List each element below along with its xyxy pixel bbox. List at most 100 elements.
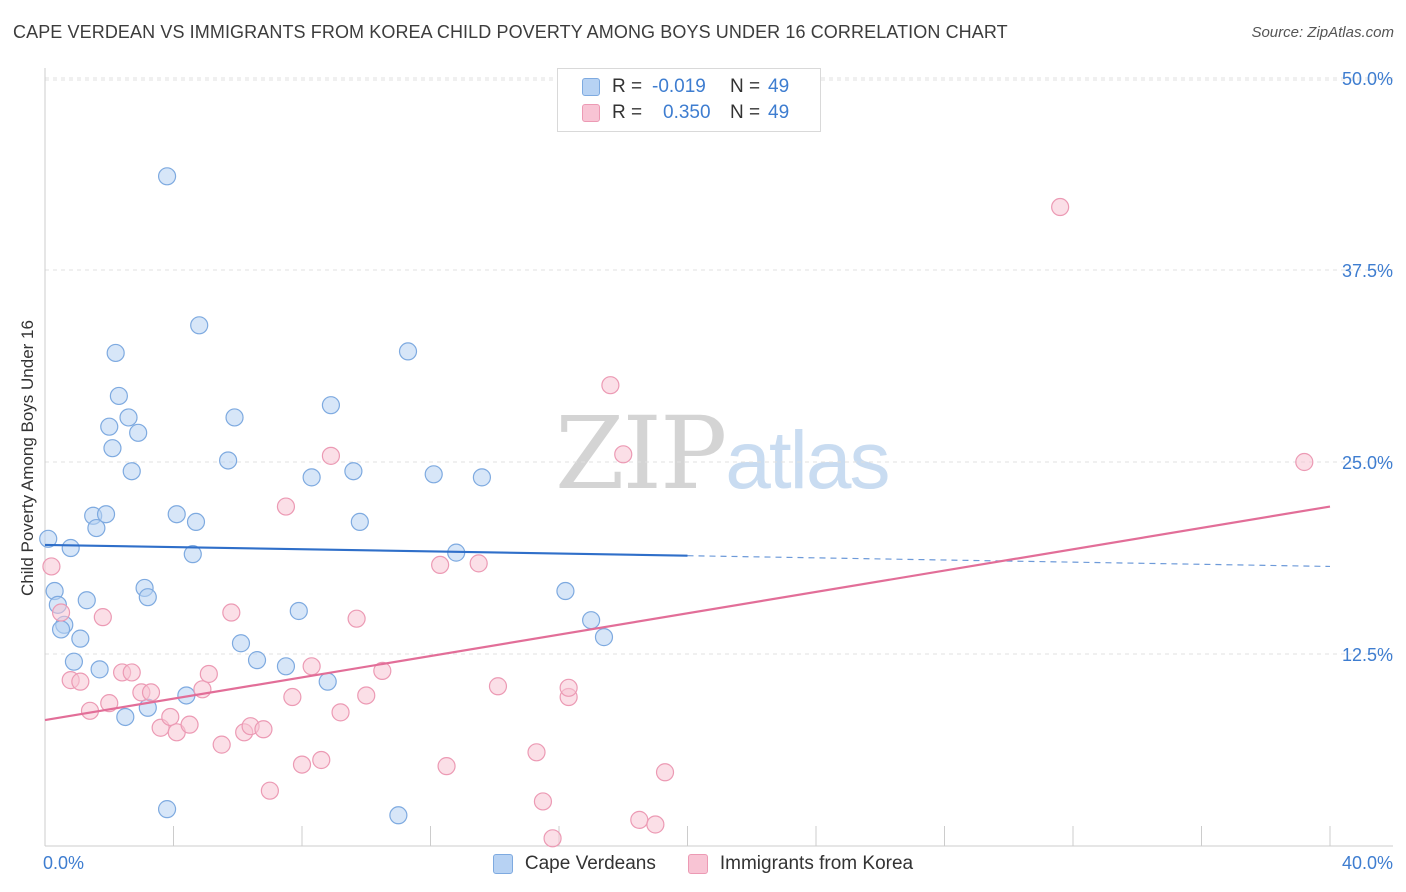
cape-verdeans-point [183, 545, 202, 564]
cape-verdeans-point [106, 343, 125, 363]
legend-label: Cape Verdeans [524, 853, 656, 874]
immigrants-from-korea-point [199, 664, 218, 684]
immigrants-from-korea-point [373, 661, 392, 680]
immigrants-from-korea-point [51, 603, 71, 622]
immigrants-from-korea-point [161, 707, 180, 727]
cape-verdeans-point [138, 588, 157, 607]
cape-verdeans-point [344, 462, 363, 481]
legend-swatch-pink [687, 854, 708, 874]
cape-verdeans-point [157, 167, 177, 186]
correlation-legend: R = -0.019 N = 49 R = 0.350 N = 49 [557, 68, 821, 132]
cape-verdeans-point [51, 620, 71, 639]
immigrants-from-korea-point [614, 445, 633, 464]
cape-verdeans-point [167, 505, 186, 524]
legend-row-cape-verdeans: R = -0.019 N = 49 [582, 75, 789, 99]
cape-verdeans-point [186, 512, 206, 532]
immigrants-from-korea-point [431, 555, 450, 575]
grid-lines [45, 77, 1393, 655]
cape-verdeans-point [190, 316, 209, 335]
immigrants-from-korea-point [527, 743, 546, 762]
immigrants-from-korea-point [254, 720, 273, 739]
immigrants-from-korea-point [276, 497, 296, 516]
immigrants-from-korea-point [283, 687, 302, 707]
legend-r-value: -0.019 [652, 76, 706, 97]
legend-swatch-pink [582, 104, 600, 122]
chart-title: CAPE VERDEAN VS IMMIGRANTS FROM KOREA CH… [13, 22, 1008, 42]
immigrants-from-korea-point [93, 608, 112, 627]
cape-verdeans-point [389, 806, 408, 825]
cape-verdeans-point [129, 423, 148, 442]
cape-verdeans-point [109, 386, 128, 406]
cape-verdeans-point [71, 629, 90, 648]
immigrants-from-korea-point [321, 446, 341, 465]
series-legend: Cape Verdeans Immigrants from Korea [0, 850, 1406, 878]
cape-verdeans-point [276, 657, 296, 676]
legend-n-label: N = [730, 76, 761, 97]
trend-lines [44, 505, 1331, 722]
cape-verdeans-point [90, 660, 109, 679]
trend-immigrants-from-korea [44, 505, 1331, 722]
immigrants-from-korea-point [533, 792, 553, 811]
legend-item-cape-verdeans: Cape Verdeans [492, 853, 656, 875]
cape-verdeans-point [122, 462, 141, 481]
cape-verdeans-point [39, 529, 58, 548]
axes [44, 68, 1393, 847]
cape-verdeans-point [472, 468, 491, 487]
x-tick-label: 40.0% [1342, 853, 1393, 873]
legend-n-value: 49 [768, 76, 790, 97]
axis-labels: 12.5% 25.0% 37.5% 50.0% 0.0% 40.0% Child Pover… [18, 69, 1393, 873]
cape-verdeans-point [103, 439, 122, 458]
cape-verdeans-point [556, 581, 575, 601]
series-cape-verdeans [39, 167, 614, 825]
immigrants-from-korea-point [1295, 452, 1314, 472]
immigrants-from-korea-point [646, 815, 665, 834]
immigrants-from-korea-point [42, 557, 61, 576]
series-immigrants-from-korea [42, 197, 1314, 848]
x-tick-label: 0.0% [43, 853, 84, 873]
source-label: Source: ZipAtlas.com [1251, 24, 1394, 41]
cape-verdeans-point [96, 505, 116, 524]
cape-verdeans-point [247, 651, 267, 670]
trend-cape-verdeans-dashed [687, 555, 1331, 568]
immigrants-from-korea-point [292, 755, 312, 774]
watermark: ZIPatlas [555, 395, 891, 512]
cape-verdeans-point [398, 342, 418, 361]
immigrants-from-korea-point [559, 678, 578, 697]
y-tick-label: 50.0% [1342, 69, 1393, 89]
legend-label: Immigrants from Korea [719, 853, 914, 874]
immigrants-from-korea-point [543, 829, 562, 848]
immigrants-from-korea-point [357, 686, 376, 705]
cape-verdeans-point [157, 800, 177, 819]
immigrants-from-korea-point [222, 603, 241, 622]
immigrants-from-korea-point [312, 750, 331, 770]
legend-swatch-blue [582, 78, 600, 96]
immigrants-from-korea-point [122, 663, 141, 682]
legend-r-label: R = [612, 102, 643, 123]
cape-verdeans-point [231, 634, 251, 653]
cape-verdeans-point [77, 591, 96, 610]
immigrants-from-korea-point [212, 735, 231, 754]
immigrants-from-korea-point [488, 677, 508, 696]
legend-swatch-blue [492, 854, 513, 874]
legend-item-immigrants-from-korea: Immigrants from Korea [687, 853, 914, 875]
immigrants-from-korea-point [71, 672, 90, 691]
immigrants-from-korea-point [141, 683, 161, 702]
legend-n-label: N = [730, 102, 761, 123]
cape-verdeans-point [582, 611, 601, 630]
immigrants-from-korea-point [347, 609, 366, 628]
immigrants-from-korea-point [655, 763, 675, 782]
cape-verdeans-point [225, 408, 244, 427]
cape-verdeans-point [289, 601, 308, 621]
immigrants-from-korea-point [437, 757, 456, 776]
immigrants-from-korea-point [469, 554, 488, 573]
immigrants-from-korea-point [1051, 197, 1070, 217]
legend-r-label: R = [612, 76, 643, 97]
cape-verdeans-point [100, 417, 119, 436]
watermark-atlas: atlas [725, 415, 890, 506]
legend-row-immigrants-from-korea: R = 0.350 N = 49 [582, 101, 789, 125]
cape-verdeans-point [87, 518, 106, 538]
cape-verdeans-point [350, 512, 369, 532]
cape-verdeans-point [318, 672, 337, 691]
cape-verdeans-point [321, 396, 341, 415]
cape-verdeans-point [219, 451, 238, 470]
